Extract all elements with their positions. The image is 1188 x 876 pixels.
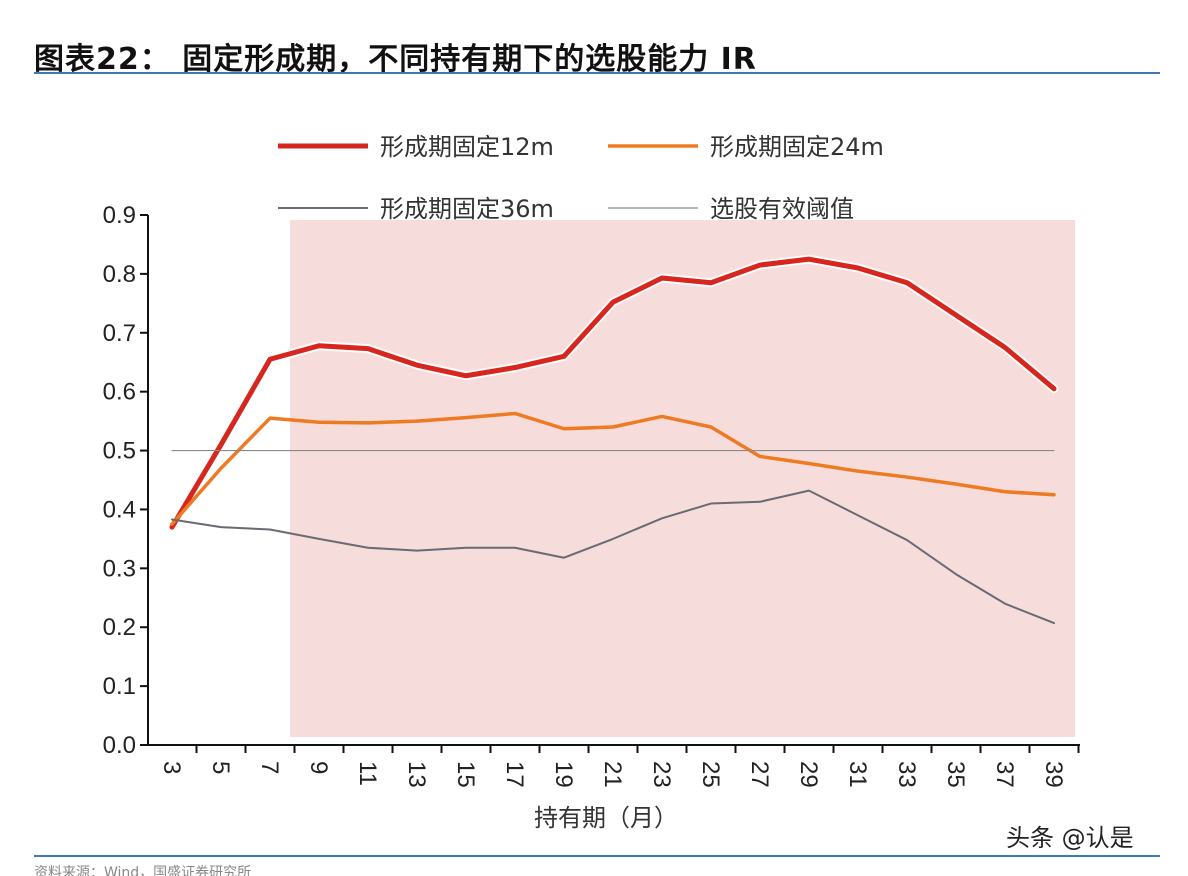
x-tick-label: 15: [452, 761, 479, 788]
legend-layer: 形成期固定12m 形成期固定24m 形成期固定36m 选股有效阈值: [278, 133, 884, 223]
y-tick-label: 0.3: [103, 555, 136, 582]
y-tick-label: 0.9: [103, 202, 136, 229]
y-tick-label: 0.0: [103, 732, 136, 759]
x-tick-label: 33: [893, 761, 920, 788]
y-tick-label: 0.8: [103, 261, 136, 288]
x-tick-label: 13: [403, 761, 430, 788]
axes-layer: 0.00.10.20.30.40.50.60.70.80.93 5 7 9 11 13 15…: [103, 202, 1080, 788]
y-tick-label: 0.5: [103, 438, 136, 465]
x-tick-label: 39: [1040, 761, 1067, 788]
y-tick-label: 0.6: [103, 379, 136, 406]
x-tick-label: 27: [746, 761, 773, 788]
x-tick-label: 17: [501, 761, 528, 788]
chart-title: 图表22： 固定形成期，不同持有期下的选股能力 IR: [34, 42, 757, 77]
series-line-12m: [169, 256, 1057, 530]
watermark-text: 头条 @认是: [1006, 824, 1134, 852]
x-tick-label: 23: [648, 761, 675, 788]
x-tick-label: 3: [158, 761, 185, 774]
title-rule: [34, 72, 1160, 74]
x-tick-label: 35: [942, 761, 969, 788]
y-tick-label: 0.1: [103, 673, 136, 700]
shaded-region-layer: [290, 220, 1075, 737]
series-layer: [167, 254, 1059, 625]
legend-label: 形成期固定12m: [380, 133, 554, 161]
x-tick-label: 29: [795, 761, 822, 788]
x-tick-label: 7: [256, 761, 283, 774]
series-line-36m: [171, 489, 1055, 625]
x-axis-title: 持有期（月）: [534, 804, 678, 832]
x-tick-label: 5: [207, 761, 234, 774]
legend-label: 形成期固定24m: [710, 133, 884, 161]
legend-label: 选股有效阈值: [710, 195, 854, 223]
y-tick-label: 0.4: [103, 496, 136, 523]
x-tick-label: 31: [844, 761, 871, 788]
source-note: 资料来源：Wind，国盛证券研究所: [34, 865, 252, 876]
shaded-region: [290, 220, 1075, 737]
x-tick-label: 9: [305, 761, 332, 774]
x-tick-label: 21: [599, 761, 626, 788]
y-tick-label: 0.2: [103, 614, 136, 641]
x-tick-label: 19: [550, 761, 577, 788]
legend-label: 形成期固定36m: [380, 195, 554, 223]
y-tick-label: 0.7: [103, 320, 136, 347]
x-tick-label: 25: [697, 761, 724, 788]
footer-rule: [34, 855, 1160, 857]
x-tick-label: 37: [991, 761, 1018, 788]
x-tick-label: 11: [354, 761, 381, 786]
series-line-24m: [170, 411, 1056, 526]
